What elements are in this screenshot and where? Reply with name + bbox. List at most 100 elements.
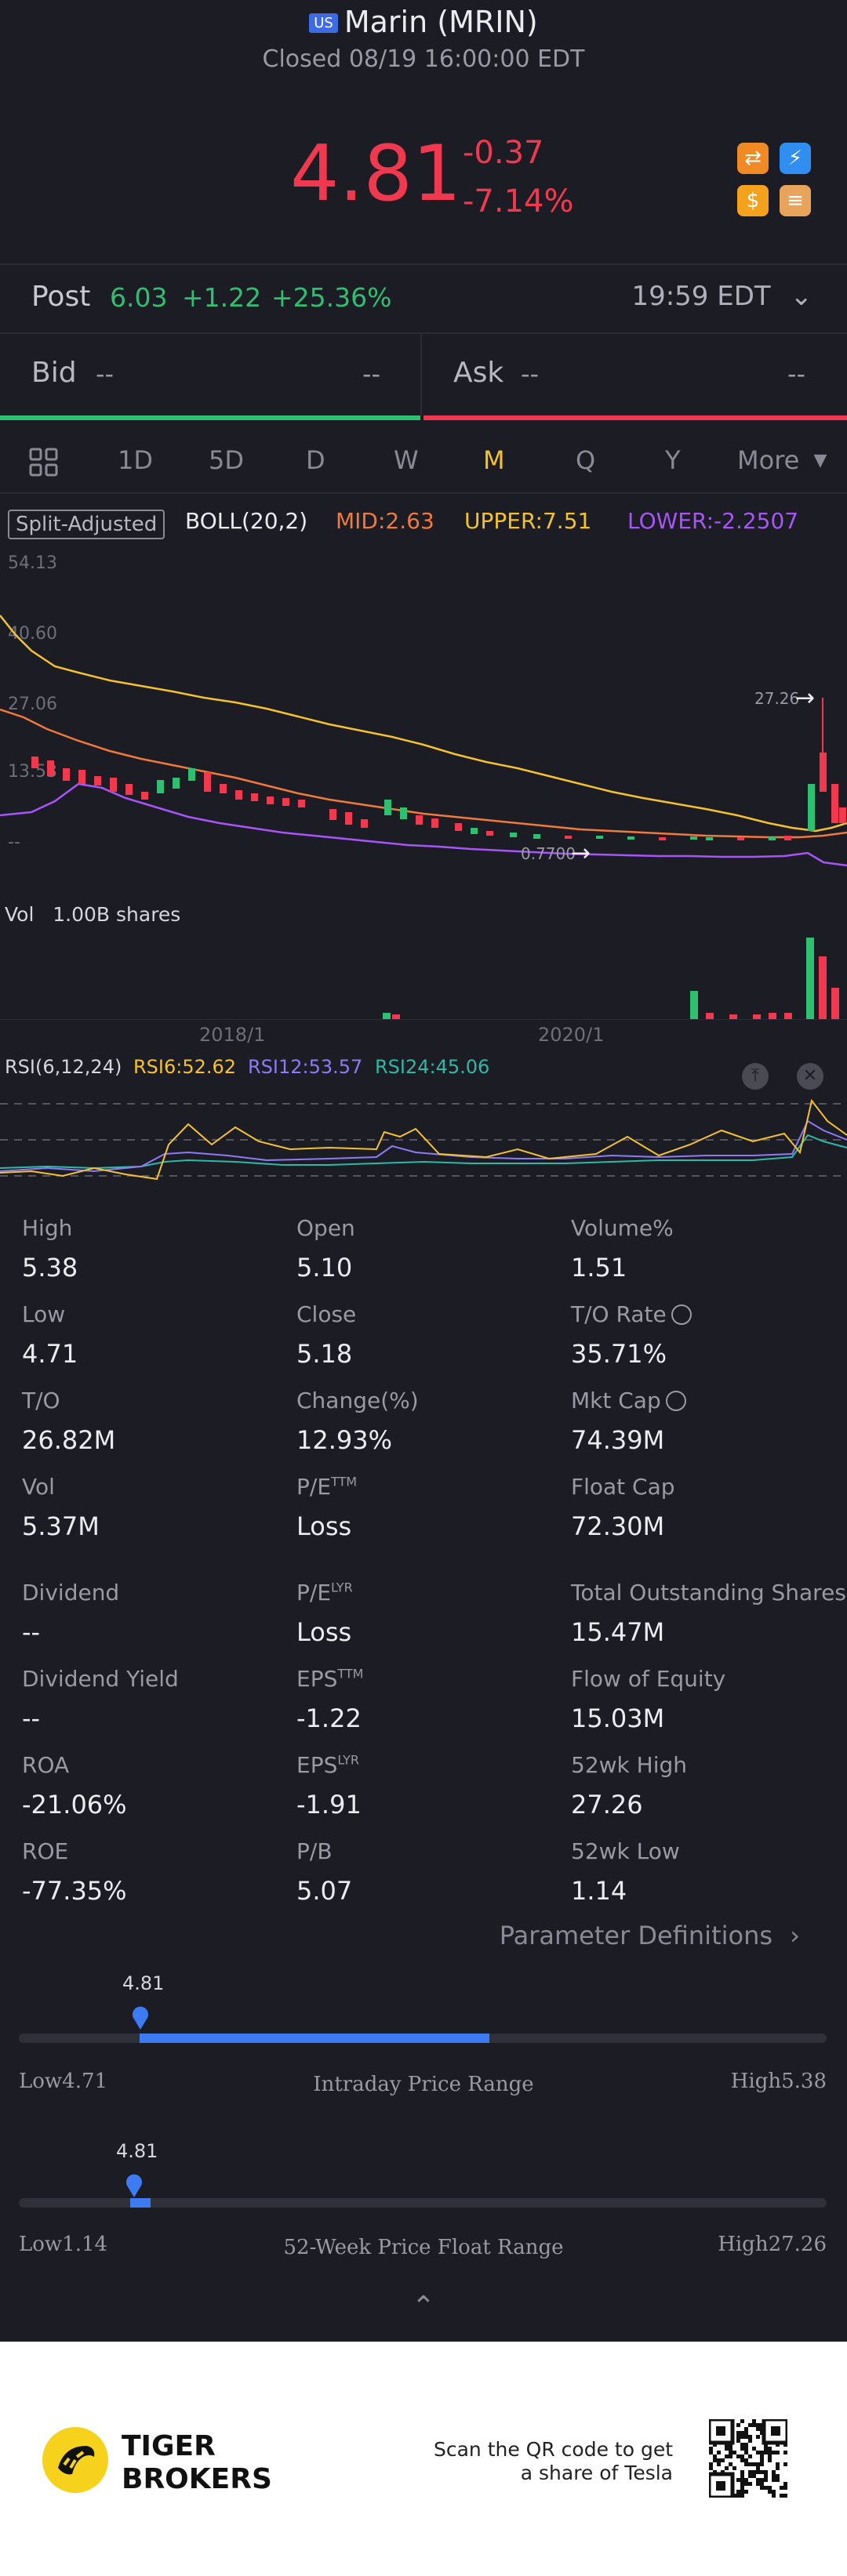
volume-bar <box>806 938 814 1019</box>
y-label-3: 27.06 <box>8 695 57 714</box>
candle <box>141 792 148 800</box>
split-adjusted-toggle[interactable]: Split-Adjusted <box>8 510 165 539</box>
stat-label: 52wk Low <box>571 1838 680 1864</box>
divider <box>0 263 847 265</box>
volume-bar <box>729 1014 737 1019</box>
chevron-right-icon: › <box>790 1921 800 1950</box>
stat-label: Dividend <box>22 1580 120 1605</box>
tab-m[interactable]: M <box>483 445 505 475</box>
candle <box>63 768 70 781</box>
stat-label: P/ELYR <box>296 1580 353 1605</box>
stat-label: Total Outstanding Shares <box>571 1580 846 1605</box>
close-icon[interactable]: ✕ <box>797 1063 823 1090</box>
stat-label: Dividend Yield <box>22 1666 179 1692</box>
info-icon[interactable] <box>665 1391 686 1411</box>
stat-value: 5.18 <box>296 1339 353 1369</box>
book-icon[interactable]: ≡ <box>780 185 811 216</box>
parameter-definitions-label: Parameter Definitions <box>499 1921 773 1950</box>
candle <box>769 837 776 840</box>
post-change-pct: +25.36% <box>271 282 392 313</box>
tab-5d[interactable]: 5D <box>209 445 244 475</box>
candle <box>565 836 572 839</box>
candle <box>125 784 133 795</box>
volume-chart[interactable] <box>0 925 847 1019</box>
candle <box>345 812 352 825</box>
stat-label: Open <box>296 1215 355 1241</box>
grid-icon[interactable] <box>28 447 60 481</box>
bid-label: Bid <box>31 357 77 389</box>
stock-name: Marin (MRIN) <box>344 5 538 39</box>
tab-more[interactable]: More ▼ <box>737 445 827 475</box>
rsi-chart[interactable] <box>0 1090 847 1192</box>
tab-y[interactable]: Y <box>665 445 681 475</box>
week52-low: Low1.14 <box>19 2233 108 2256</box>
intraday-high: High5.38 <box>730 2070 827 2093</box>
candle <box>706 837 713 840</box>
candle <box>690 836 697 840</box>
parameter-definitions-link[interactable]: Parameter Definitions › <box>500 1921 800 1950</box>
candle <box>47 760 54 776</box>
post-time-dropdown[interactable]: 19:59 EDT ⌄ <box>631 281 812 312</box>
collapse-icon[interactable]: ⌃ <box>411 2291 436 2323</box>
week52-marker-icon <box>124 2171 144 2201</box>
candle <box>659 837 666 840</box>
stat-value: -- <box>22 1617 41 1647</box>
candles-group <box>31 698 846 840</box>
stat-value: 5.07 <box>296 1876 353 1906</box>
volume-bar <box>706 1013 714 1019</box>
boll-name[interactable]: BOLL(20,2) <box>185 508 308 534</box>
tab-q[interactable]: Q <box>576 445 596 475</box>
ask-label: Ask <box>453 357 504 389</box>
high-marker-arrow-icon: → <box>795 684 815 712</box>
week52-range-fill <box>130 2198 151 2208</box>
lightning-icon[interactable]: ⚡ <box>780 143 811 174</box>
ask-value: -- <box>521 359 540 389</box>
candle <box>416 815 423 825</box>
stock-title: US Marin (MRIN) <box>0 5 847 39</box>
stat-label: ROA <box>22 1752 70 1778</box>
stat-value: 35.71% <box>571 1339 667 1369</box>
stat-value: 1.14 <box>571 1876 627 1906</box>
chevron-down-icon: ⌄ <box>790 281 813 312</box>
pin-top-icon[interactable]: ⤒ <box>742 1063 769 1090</box>
volume-value: 1.00B shares <box>53 903 181 926</box>
candle <box>78 770 85 784</box>
tab-w[interactable]: W <box>394 445 419 475</box>
rsi-name[interactable]: RSI(6,12,24) <box>5 1056 122 1078</box>
week52-range-title: 52-Week Price Float Range <box>283 2236 564 2259</box>
ask-bar <box>424 415 847 420</box>
rsi12-line <box>0 1119 847 1173</box>
dollar-icon[interactable]: $ <box>737 185 769 216</box>
intraday-range-fill <box>140 2034 489 2043</box>
boll-mid: MID:2.63 <box>336 508 434 534</box>
brand-line-2: BROKERS <box>122 2463 272 2495</box>
volume-legend: Vol 1.00B shares <box>5 903 180 926</box>
stat-label: ROE <box>22 1838 69 1864</box>
stat-label: Volume% <box>571 1215 674 1241</box>
bid-value: -- <box>96 359 115 389</box>
post-change: +1.22 <box>182 282 262 313</box>
rsi6-line <box>0 1098 847 1181</box>
stat-label: Close <box>296 1301 357 1327</box>
stat-label: P/ETTM <box>296 1474 358 1500</box>
stat-value: 27.26 <box>571 1790 643 1820</box>
candle <box>251 793 258 801</box>
stat-label: Mkt Cap <box>571 1388 686 1413</box>
swap-icon[interactable]: ⇄ <box>737 143 769 174</box>
stat-value: 15.47M <box>571 1617 665 1647</box>
intraday-range-title: Intraday Price Range <box>313 2073 534 2096</box>
stat-value: -- <box>22 1703 41 1733</box>
qr-code-icon <box>707 2417 790 2501</box>
price-chart[interactable]: 27.26 → 0.7700 → <box>0 549 847 878</box>
candle <box>204 772 211 792</box>
tab-1d[interactable]: 1D <box>118 445 153 475</box>
candle <box>839 807 846 823</box>
market-flag: US <box>309 13 338 33</box>
intraday-current-label: 4.81 <box>122 1972 165 1994</box>
info-icon[interactable] <box>671 1304 692 1325</box>
bid-bar <box>0 415 420 420</box>
stat-value: 4.71 <box>22 1339 78 1369</box>
volume-bar <box>831 988 839 1019</box>
volume-bar <box>784 1013 792 1019</box>
tab-d[interactable]: D <box>306 445 325 475</box>
